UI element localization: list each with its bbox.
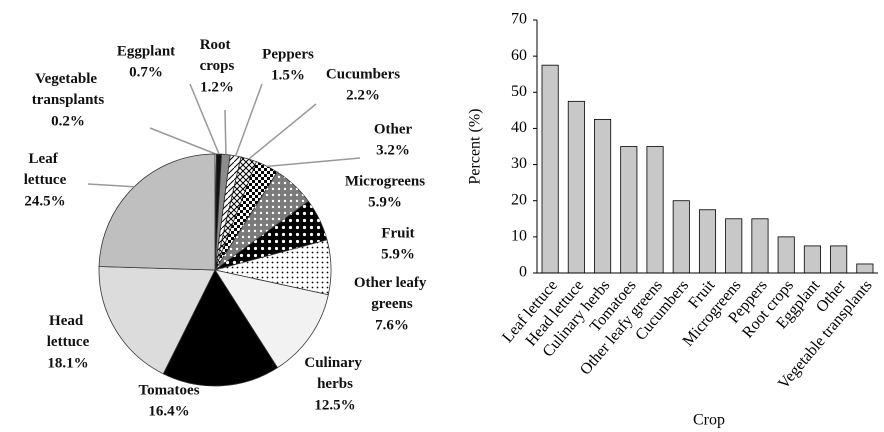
- pie-label-name: Peppers: [262, 46, 314, 62]
- pie-slice: [162, 269, 279, 387]
- leader-line: [266, 157, 361, 168]
- y-tick-label: 40: [511, 119, 527, 136]
- pie-label-name: Cucumbers: [326, 66, 400, 82]
- y-axis-label: Percent (%): [467, 109, 484, 185]
- bar: [672, 200, 690, 274]
- pie-label-name: Tomatoes: [138, 382, 199, 398]
- bar: [803, 245, 821, 274]
- bar: [567, 100, 585, 274]
- slice-pattern: [215, 156, 257, 270]
- bar: [698, 209, 717, 274]
- pie-label-name: Other: [374, 121, 413, 137]
- leader-line: [234, 83, 263, 157]
- pie-label-value: 0.7%: [129, 64, 163, 80]
- pie-label-value: 16.4%: [148, 403, 189, 419]
- pie-label-value: 5.9%: [381, 246, 415, 262]
- bar: [830, 245, 848, 274]
- slice-pattern: [215, 201, 328, 270]
- bar: [725, 218, 743, 274]
- pie-label-value: 12.5%: [314, 397, 355, 413]
- y-tick-label: 30: [511, 155, 527, 172]
- leader-line: [248, 103, 317, 160]
- leader-line: [189, 83, 220, 155]
- pie-label-value: 5.9%: [368, 194, 402, 210]
- bar: [751, 218, 769, 274]
- bar: [856, 263, 874, 274]
- pie-label-value: 2.2%: [346, 87, 380, 103]
- pie-label-value: 1.5%: [271, 67, 305, 83]
- bar: [777, 236, 795, 274]
- bar: [541, 64, 559, 274]
- pie-label-name: Leaf lettuce: [24, 151, 67, 188]
- pie-slice: [98, 266, 216, 375]
- bar: [594, 118, 612, 274]
- leader-line: [224, 109, 227, 155]
- y-tick-label: 50: [511, 83, 527, 100]
- slice-pattern: [215, 161, 278, 270]
- pie-label-value: 3.2%: [376, 142, 410, 158]
- slice-pattern: [215, 239, 331, 295]
- pie-slice: [98, 153, 216, 271]
- pie-label-name: Other leafy greens: [354, 275, 430, 312]
- leader-line: [87, 183, 135, 188]
- y-tick-label: 10: [511, 228, 527, 245]
- bar: [646, 146, 664, 274]
- pie-label-value: 7.6%: [375, 317, 409, 333]
- pie-label-value: 18.1%: [47, 355, 88, 371]
- pie-label-value: 0.2%: [51, 113, 85, 129]
- y-tick-label: 0: [519, 264, 527, 281]
- pie-label-name: Culinary herbs: [304, 355, 365, 392]
- pie-label-name: Fruit: [381, 225, 414, 241]
- pie-label-value: 1.2%: [200, 79, 234, 95]
- pie-label-name: Microgreens: [345, 173, 425, 189]
- leader-line: [149, 127, 217, 155]
- pie-slice: [214, 269, 329, 369]
- pie-label-name: Root crops: [200, 37, 235, 74]
- y-tick-label: 60: [511, 47, 527, 64]
- pie-label-name: Head lettuce: [47, 313, 90, 350]
- pie-label-name: Vegetable transplants: [32, 71, 105, 108]
- slice-pattern: [215, 172, 309, 270]
- y-tick-label: 20: [511, 191, 527, 208]
- y-tick-label: 70: [511, 11, 527, 28]
- bar: [620, 146, 638, 274]
- x-axis-label: Crop: [693, 412, 725, 429]
- pie-label-value: 24.5%: [24, 193, 65, 209]
- pie-label-name: Eggplant: [117, 43, 175, 59]
